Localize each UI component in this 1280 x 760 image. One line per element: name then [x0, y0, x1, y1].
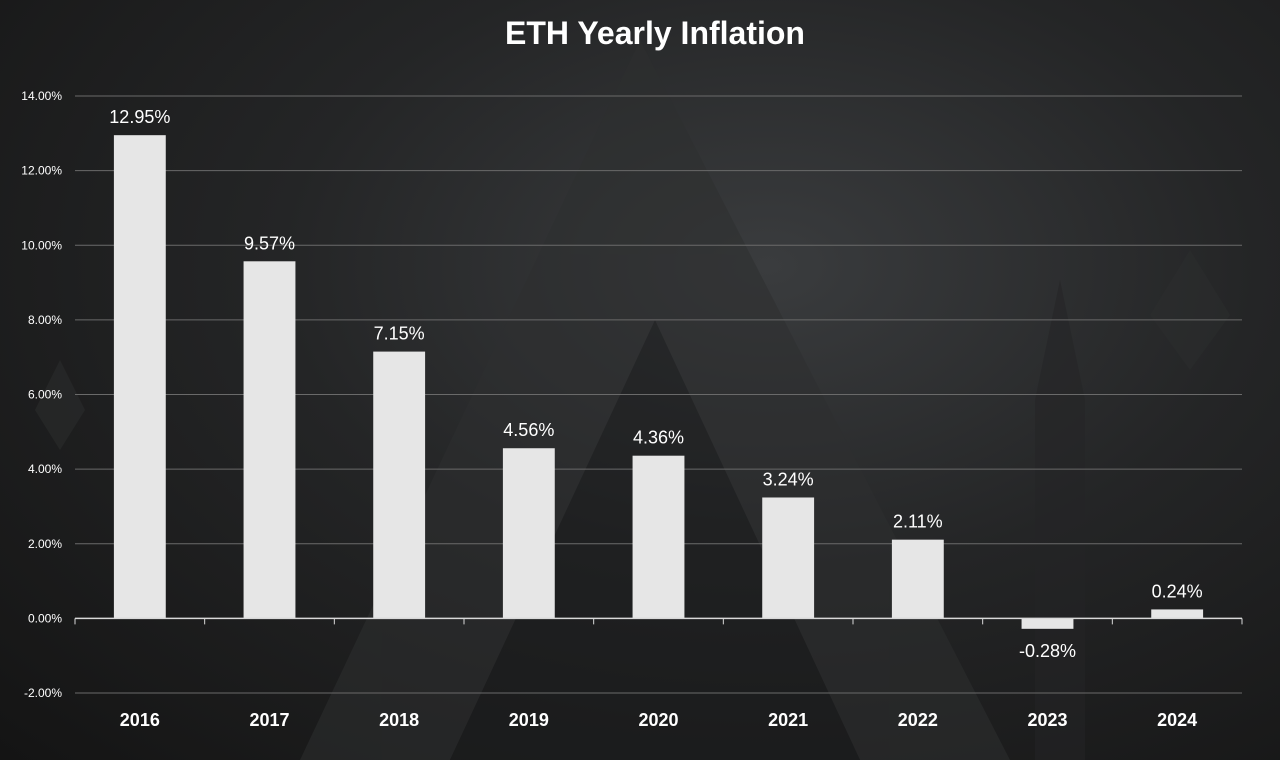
data-label: 12.95% [109, 107, 170, 127]
y-tick-label: 0.00% [28, 611, 62, 625]
bars [113, 135, 1204, 629]
bar-2024 [1151, 609, 1204, 619]
x-axis-ticks: 2016 2017 2018 2019 2020 2021 2022 2023 2024 [120, 710, 1197, 730]
y-tick-label: 4.00% [28, 462, 62, 476]
y-tick-label: 14.00% [21, 89, 62, 103]
y-axis-ticks: -2.00% 0.00% 2.00% 4.00% 6.00% 8.00% 10.00% 12.… [21, 89, 62, 700]
x-tick-label: 2024 [1157, 710, 1197, 730]
bar-2018 [373, 351, 426, 619]
data-label: 0.24% [1152, 581, 1203, 601]
y-tick-label: 12.00% [21, 164, 62, 178]
x-tick-label: 2022 [898, 710, 938, 730]
x-tick-label: 2020 [638, 710, 678, 730]
bar-2022 [891, 539, 944, 619]
y-tick-label: 2.00% [28, 537, 62, 551]
data-label: 4.36% [633, 428, 684, 448]
data-label: 7.15% [374, 324, 425, 344]
data-label: 3.24% [763, 469, 814, 489]
bg-tower [1035, 280, 1085, 760]
data-label: 4.56% [503, 420, 554, 440]
x-tick-label: 2017 [249, 710, 289, 730]
x-tick-label: 2018 [379, 710, 419, 730]
bg-triangle-shape [300, 40, 1010, 760]
x-tick-label: 2021 [768, 710, 808, 730]
y-tick-label: 8.00% [28, 313, 62, 327]
bar-2017 [243, 261, 296, 619]
x-tick-label: 2019 [509, 710, 549, 730]
data-label: 2.11% [893, 512, 943, 532]
bg-diamond-left [35, 360, 85, 450]
y-tick-label: 10.00% [21, 238, 62, 252]
x-axis [74, 617, 1243, 625]
bar-2021 [762, 497, 815, 619]
y-tick-label: -2.00% [24, 686, 62, 700]
bar-2020 [632, 455, 685, 619]
data-labels: 12.95% 9.57% 7.15% 4.56% 4.36% 3.24% 2.11% -0.2… [109, 107, 1202, 661]
bar-2016 [113, 135, 166, 619]
bg-diamond-right [1150, 250, 1230, 370]
x-tick-label: 2023 [1027, 710, 1067, 730]
x-tick-label: 2016 [120, 710, 160, 730]
data-label: -0.28% [1019, 641, 1076, 661]
chart-title: ETH Yearly Inflation [505, 15, 805, 51]
bar-2019 [502, 448, 555, 619]
bar-2023 [1021, 618, 1074, 629]
y-tick-label: 6.00% [28, 388, 62, 402]
data-label: 9.57% [244, 233, 295, 253]
